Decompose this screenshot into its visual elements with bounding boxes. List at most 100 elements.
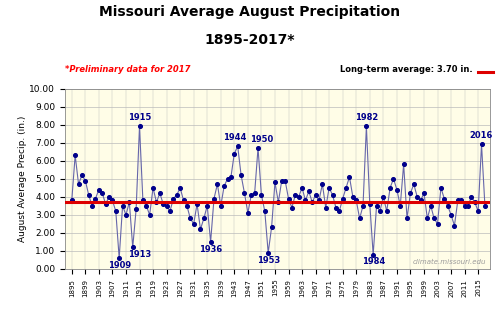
Point <box>88 203 96 209</box>
Point <box>112 209 120 214</box>
Point <box>318 182 326 187</box>
Point <box>372 203 380 209</box>
Point <box>250 191 258 196</box>
Point <box>362 124 370 129</box>
Point <box>258 192 266 197</box>
Point <box>369 252 377 257</box>
Text: 1915: 1915 <box>128 113 151 122</box>
Point <box>400 162 407 167</box>
Point <box>162 203 170 209</box>
Point <box>234 144 241 149</box>
Point <box>376 209 384 214</box>
Point <box>136 124 143 129</box>
Point <box>248 192 256 197</box>
Point <box>380 194 388 199</box>
Point <box>393 187 401 192</box>
Point <box>200 216 208 221</box>
Point <box>315 198 323 203</box>
Point <box>139 198 147 203</box>
Text: 1909: 1909 <box>108 261 130 270</box>
Point <box>264 250 272 255</box>
Text: 2016: 2016 <box>470 131 493 140</box>
Point <box>68 198 76 203</box>
Point <box>244 211 252 216</box>
Point <box>84 192 92 197</box>
Text: 1944: 1944 <box>222 133 246 142</box>
Point <box>444 203 452 209</box>
Point <box>413 194 421 199</box>
Point <box>356 216 364 221</box>
Point <box>254 145 262 151</box>
Point <box>159 201 167 207</box>
Point <box>460 203 468 209</box>
Point <box>403 216 411 221</box>
Point <box>132 207 140 212</box>
Point <box>437 185 445 190</box>
Point <box>271 180 279 185</box>
Point <box>410 182 418 187</box>
Point <box>95 187 103 192</box>
Point <box>440 196 448 201</box>
Point <box>430 216 438 221</box>
Point <box>434 221 442 226</box>
Point <box>122 212 130 217</box>
Text: climate.missouri.edu: climate.missouri.edu <box>412 259 486 265</box>
Point <box>268 225 276 230</box>
Point <box>454 198 462 203</box>
Point <box>278 178 285 183</box>
Point <box>294 194 302 199</box>
Point <box>312 192 320 197</box>
Point <box>180 198 188 203</box>
Point <box>71 153 79 158</box>
Point <box>152 199 160 205</box>
Point <box>220 183 228 189</box>
Point <box>450 223 458 228</box>
Point <box>126 199 134 205</box>
Point <box>214 182 222 187</box>
Point <box>281 178 289 183</box>
Point <box>390 176 398 181</box>
Point <box>274 199 282 205</box>
Point <box>366 201 374 207</box>
Point <box>284 196 292 201</box>
Point <box>196 227 204 232</box>
Point <box>78 173 86 178</box>
Text: 1982: 1982 <box>355 113 378 122</box>
Text: *Preliminary data for 2017: *Preliminary data for 2017 <box>65 65 190 74</box>
Point <box>292 192 300 197</box>
Point <box>105 194 113 199</box>
Point <box>426 203 434 209</box>
Point <box>230 151 238 156</box>
Point <box>332 205 340 210</box>
Text: Missouri Average August Precipitation: Missouri Average August Precipitation <box>100 5 401 19</box>
Point <box>217 203 225 209</box>
Point <box>82 178 90 183</box>
Point <box>305 189 313 194</box>
Point <box>478 142 486 147</box>
Point <box>447 212 455 217</box>
Point <box>146 212 154 217</box>
Point <box>352 198 360 203</box>
Point <box>108 198 116 203</box>
Point <box>173 192 181 197</box>
Point <box>74 182 82 187</box>
Point <box>338 196 346 201</box>
Text: 1984: 1984 <box>362 257 385 266</box>
Point <box>183 203 191 209</box>
Point <box>203 203 211 209</box>
Text: Long-term average: 3.70 in.: Long-term average: 3.70 in. <box>340 65 472 74</box>
Point <box>186 216 194 221</box>
Point <box>416 198 424 203</box>
Point <box>115 256 123 261</box>
Y-axis label: August Average Precip. (in.): August Average Precip. (in.) <box>18 115 26 242</box>
Point <box>176 185 184 190</box>
Point <box>261 209 269 214</box>
Point <box>288 205 296 210</box>
Point <box>382 209 390 214</box>
Point <box>406 191 414 196</box>
Point <box>156 191 164 196</box>
Point <box>346 174 354 179</box>
Point <box>149 185 157 190</box>
Point <box>193 201 201 207</box>
Point <box>98 191 106 196</box>
